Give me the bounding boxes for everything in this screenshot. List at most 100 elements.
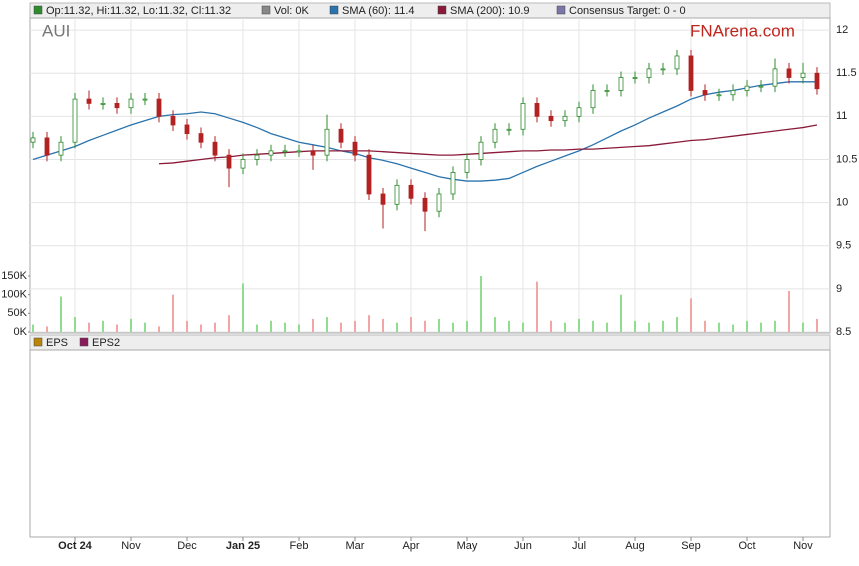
volume-bar	[592, 320, 594, 332]
volume-bar	[214, 322, 216, 332]
candle-body	[142, 98, 148, 101]
volume-bar	[578, 318, 580, 332]
y-tick-label: 9	[836, 283, 842, 295]
volume-bar	[522, 322, 524, 332]
candle-body	[58, 141, 64, 156]
volume-bar	[144, 322, 146, 332]
candle-body	[86, 98, 92, 104]
candle-body	[170, 115, 176, 126]
volume-bar	[410, 317, 412, 332]
candle-body	[282, 150, 288, 153]
y-tick-label: 10.5	[836, 153, 857, 165]
candle-body	[198, 133, 204, 143]
candle-body	[590, 90, 596, 109]
volume-bar	[606, 322, 608, 332]
volume-bar	[494, 317, 496, 332]
candle-body	[366, 154, 372, 195]
volume-bar	[508, 320, 510, 332]
candle-body	[44, 137, 50, 156]
candle-body	[506, 128, 512, 131]
volume-bar	[312, 318, 314, 332]
volume-bar	[676, 317, 678, 332]
volume-bar	[74, 317, 76, 332]
y-tick-label: 11.5	[836, 67, 857, 79]
volume-bar	[130, 318, 132, 332]
volume-bar	[536, 281, 538, 332]
candle-body	[492, 128, 498, 143]
x-tick-label: Nov	[793, 540, 813, 552]
x-tick-label: Jan 25	[226, 540, 260, 552]
volume-bar	[480, 276, 482, 332]
logo: FNArena.com	[690, 21, 795, 40]
volume-bar	[256, 324, 258, 332]
candle-body	[380, 193, 386, 205]
volume-bar	[620, 294, 622, 332]
candle-body	[212, 141, 218, 156]
volume-bar	[382, 318, 384, 332]
volume-bar	[326, 317, 328, 332]
marks	[30, 49, 820, 332]
volume-bar	[242, 283, 244, 332]
volume-bar	[284, 322, 286, 332]
candle-body	[548, 115, 554, 122]
candle-body	[450, 172, 456, 195]
volume-bar	[116, 324, 118, 332]
volume-bar	[466, 320, 468, 332]
legend-swatch	[437, 5, 447, 15]
candle-body	[702, 90, 708, 96]
x-tick-label: May	[457, 540, 478, 552]
legend-swatch	[33, 5, 43, 15]
volume-bar	[718, 322, 720, 332]
volume-bar	[648, 322, 650, 332]
y-tick-label: 12	[836, 24, 848, 36]
candle-body	[534, 103, 540, 117]
x-tick-label: Aug	[625, 540, 645, 552]
volume-bar	[788, 290, 790, 332]
volume-bar	[368, 315, 370, 332]
candle-body	[786, 68, 792, 78]
volume-bar	[452, 322, 454, 332]
y-tick-label: 8.5	[836, 326, 851, 338]
candle-body	[520, 103, 526, 130]
sma-line	[32, 81, 817, 182]
volume-bar	[732, 324, 734, 332]
volume-bar	[32, 324, 34, 332]
x-tick-label: Dec	[177, 540, 197, 552]
x-tick-label: Nov	[121, 540, 141, 552]
volume-bar	[172, 294, 174, 332]
candle-body	[744, 85, 750, 91]
volume-bar	[354, 320, 356, 332]
candle-body	[632, 77, 638, 79]
x-tick-label: Mar	[346, 540, 365, 552]
volume-bar	[60, 296, 62, 332]
price-panel	[29, 17, 831, 334]
ticker: AUI	[42, 21, 70, 40]
volume-bar	[690, 298, 692, 332]
candle-body	[688, 55, 694, 91]
candle-body	[800, 72, 806, 78]
volume-bar	[88, 322, 90, 332]
x-tick-label: Jul	[572, 540, 586, 552]
x-tick-label: Jun	[514, 540, 532, 552]
x-tick-label: Oct 24	[58, 540, 93, 552]
candle-body	[660, 68, 666, 71]
volume-bar	[634, 320, 636, 332]
y-tick-label: 10	[836, 197, 848, 209]
candle-body	[730, 90, 736, 96]
volume-bar	[158, 326, 160, 332]
candle-body	[478, 141, 484, 160]
candle-body	[618, 77, 624, 91]
candle-body	[814, 72, 820, 90]
legend-swatch	[79, 337, 89, 347]
legend-label: Op:11.32, Hi:11.32, Lo:11.32, Cl:11.32	[46, 5, 231, 17]
volume-bar	[774, 320, 776, 332]
legend-label: SMA (60): 11.4	[342, 5, 415, 17]
volume-bar	[270, 320, 272, 332]
volume-bar	[550, 320, 552, 332]
eps-panel	[29, 349, 831, 538]
x-tick-label: Sep	[681, 540, 701, 552]
legend-label: Vol: 0K	[274, 5, 310, 17]
volume-bar	[746, 320, 748, 332]
candle-body	[310, 150, 316, 156]
